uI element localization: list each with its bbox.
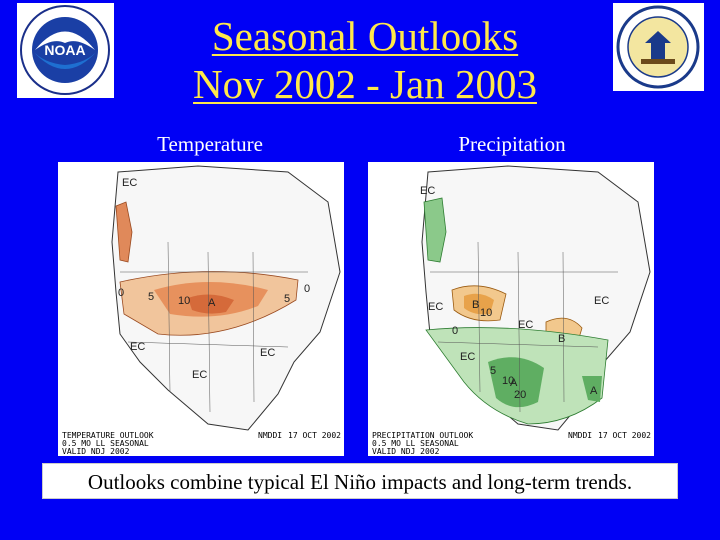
commerce-seal (613, 3, 704, 91)
precipitation-footer-title: PRECIPITATION OUTLOOK (372, 431, 473, 440)
contour-label: 0 (304, 283, 310, 295)
class-label: EC (420, 185, 435, 197)
temperature-outlook-map: EC A EC EC EC 0 5 10 5 0 TEMPERATURE OUT… (58, 162, 344, 456)
class-label: B (558, 333, 565, 345)
title-line-2: Nov 2002 - Jan 2003 (193, 61, 537, 107)
state-boundaries (430, 241, 618, 413)
slide-title: Seasonal Outlooks Nov 2002 - Jan 2003 (120, 12, 610, 108)
contour-label: 10 (480, 307, 492, 319)
above-normal-florida (582, 376, 602, 402)
noaa-logo-text: NOAA (44, 42, 85, 58)
class-label: B (472, 299, 479, 311)
precipitation-outlook-map: EC EC B EC B EC A A EC 10 20 5 10 0 PREC… (368, 162, 654, 456)
class-label: EC (518, 319, 533, 331)
contour-label: 0 (118, 287, 124, 299)
class-label: EC (130, 341, 145, 353)
temperature-footer-line3: VALID NDJ 2002 (62, 447, 130, 456)
precipitation-footer-line3: VALID NDJ 2002 (372, 447, 440, 456)
class-label: EC (192, 369, 207, 381)
class-label: EC (260, 347, 275, 359)
temperature-footer-line2: 0.5 MO LL SEASONAL (62, 439, 149, 448)
contour-label: 5 (490, 365, 496, 377)
contour-label: 5 (284, 293, 290, 305)
contour-label: 5 (148, 291, 154, 303)
above-normal-max (188, 294, 234, 314)
state-boundaries (120, 241, 308, 413)
precipitation-footer-org: NMDDI (568, 431, 592, 440)
above-normal-core-south (488, 357, 544, 408)
department-of-commerce-seal-icon (616, 5, 700, 89)
slide-caption: Outlooks combine typical El Niño impacts… (42, 463, 678, 499)
class-label: EC (122, 177, 137, 189)
temperature-label: Temperature (157, 132, 263, 156)
temperature-footer-title: TEMPERATURE OUTLOOK (62, 431, 154, 440)
temperature-footer-org: NMDDI (258, 431, 282, 440)
contour-label: 0 (452, 325, 458, 337)
class-label: EC (428, 301, 443, 313)
class-label: A (208, 297, 216, 309)
class-label: A (590, 385, 598, 397)
pacific-northwest-anomaly (115, 201, 133, 263)
contour-label: 20 (514, 389, 526, 401)
class-label: EC (594, 295, 609, 307)
noaa-logo: NOAA (17, 3, 114, 98)
precipitation-label: Precipitation (458, 132, 566, 156)
noaa-logo-icon: NOAA (20, 5, 110, 95)
temperature-footer-date: 17 OCT 2002 (288, 431, 341, 440)
contour-label: 10 (502, 375, 514, 387)
title-line-1: Seasonal Outlooks (211, 13, 519, 59)
class-label: A (510, 377, 518, 389)
precipitation-footer-line2: 0.5 MO LL SEASONAL (372, 439, 459, 448)
contour-label: 10 (178, 295, 190, 307)
northwest-wet-region (423, 197, 447, 263)
class-label: EC (460, 351, 475, 363)
precipitation-footer-date: 17 OCT 2002 (598, 431, 651, 440)
